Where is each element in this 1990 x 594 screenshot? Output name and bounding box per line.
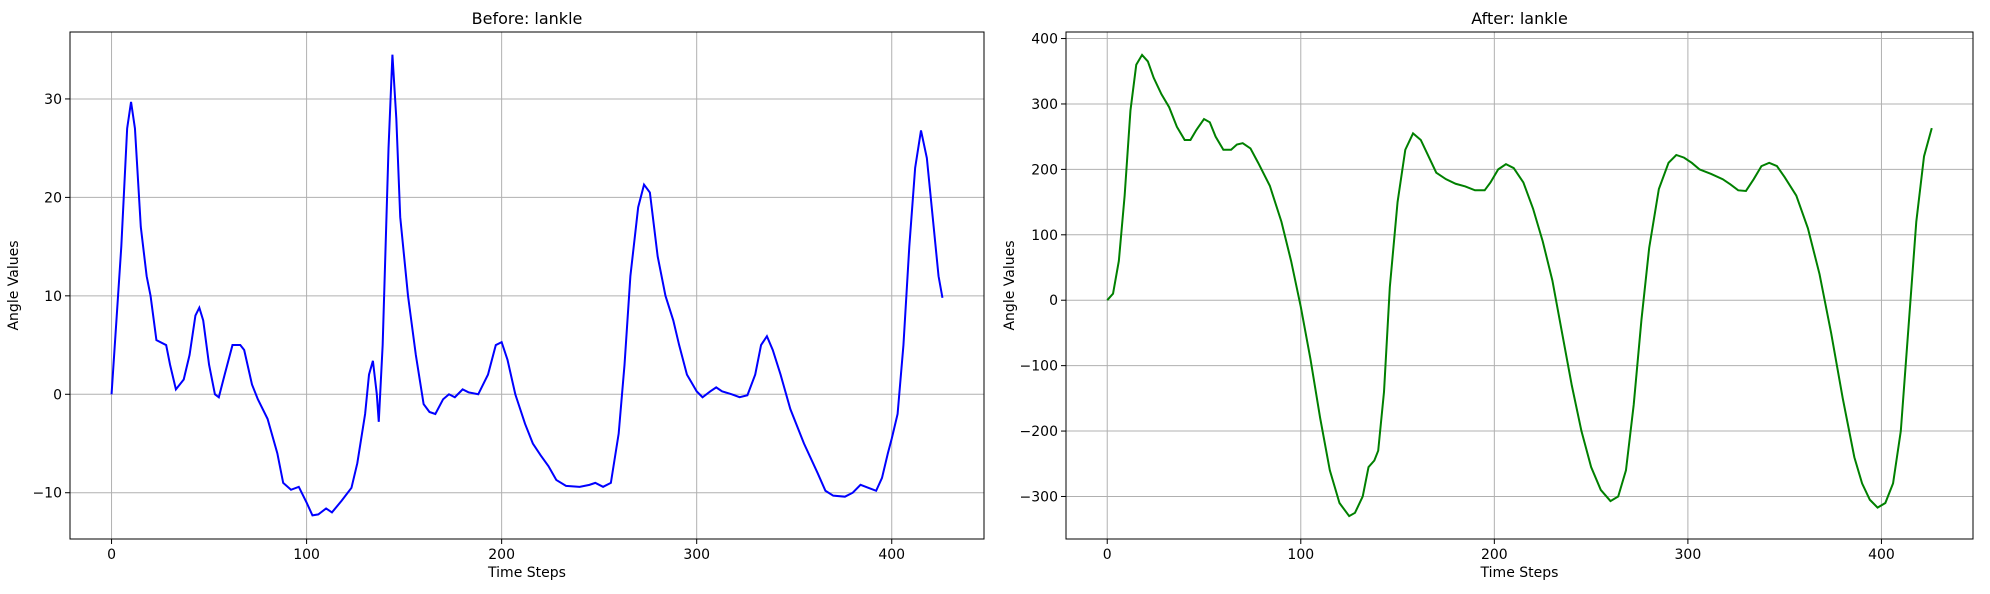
y-tick-label: −300 (1020, 489, 1058, 505)
plot-area (1066, 32, 1973, 539)
plot-frame (1065, 31, 1974, 540)
data-line (110, 54, 944, 517)
x-tick-label: 0 (107, 547, 116, 563)
x-tick-label: 200 (1481, 547, 1508, 563)
y-tick-label: −100 (1020, 359, 1058, 375)
y-tick-label: 20 (44, 190, 62, 206)
x-tick-label: 100 (293, 547, 320, 563)
y-tick-label: 300 (1031, 97, 1058, 113)
x-tick-label: 400 (878, 547, 905, 563)
y-tick-label: 10 (44, 289, 62, 305)
x-tick-label: 200 (488, 547, 515, 563)
x-tick-label: 400 (1868, 547, 1895, 563)
chart-title: After: lankle (1471, 9, 1568, 28)
plot-area (70, 32, 984, 539)
plot-frame (69, 31, 985, 540)
y-tick-label: 0 (53, 387, 62, 403)
x-tick-label: 300 (1675, 547, 1702, 563)
x-axis-label: Time Steps (487, 565, 566, 581)
chart-title: Before: lankle (472, 9, 583, 28)
y-tick-label: 100 (1031, 228, 1058, 244)
y-axis-label: Angle Values (1002, 240, 1018, 330)
y-tick-label: 0 (1049, 293, 1058, 309)
y-tick-label: −10 (32, 486, 62, 502)
y-tick-label: 30 (44, 92, 62, 108)
x-tick-label: 300 (683, 547, 710, 563)
y-tick-label: −200 (1020, 424, 1058, 440)
x-tick-label: 0 (1103, 547, 1112, 563)
x-tick-label: 100 (1287, 547, 1314, 563)
x-axis-label: Time Steps (1480, 565, 1559, 581)
y-tick-label: 200 (1031, 162, 1058, 178)
data-line (1106, 53, 1933, 518)
y-axis-label: Angle Values (6, 240, 22, 330)
y-tick-label: 400 (1031, 32, 1058, 48)
